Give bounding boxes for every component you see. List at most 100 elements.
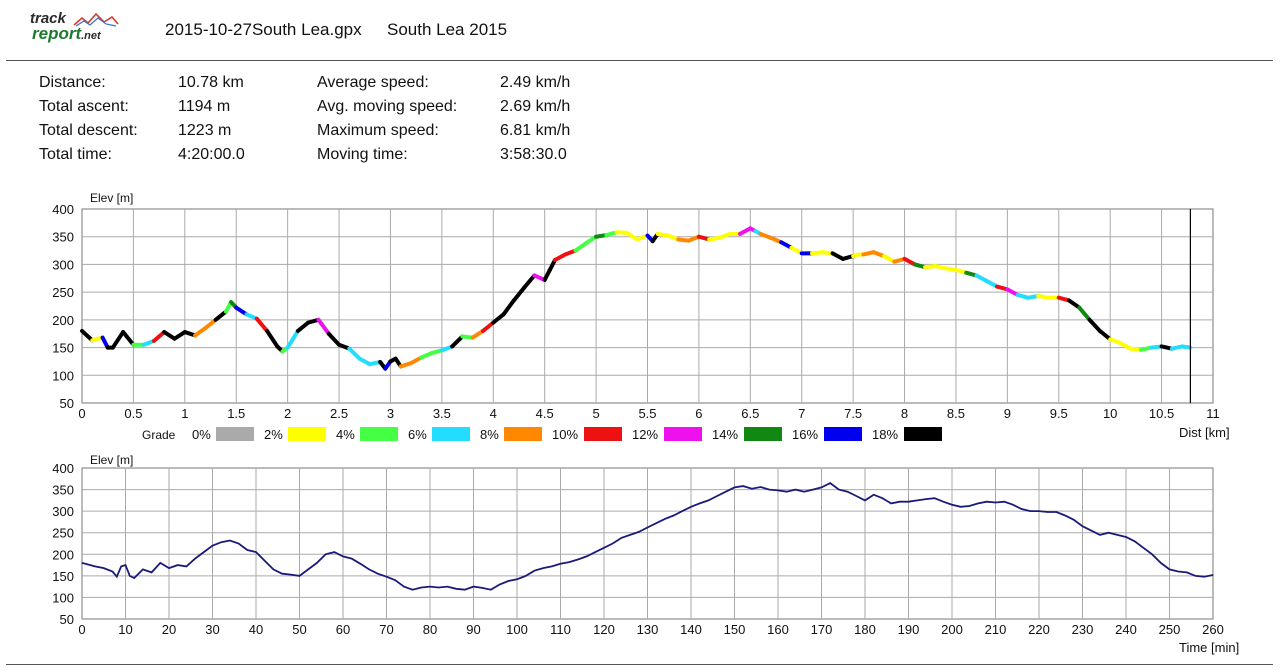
elevation-time-point bbox=[551, 565, 553, 567]
elevation-time-point bbox=[542, 567, 544, 569]
elevation-segment bbox=[501, 298, 516, 317]
grade-legend-swatch bbox=[432, 427, 470, 441]
dist-chart-x-tick-label: 10.5 bbox=[1149, 406, 1174, 421]
elevation-time-point bbox=[1064, 514, 1066, 517]
time-chart-x-tick-label: 110 bbox=[550, 622, 571, 637]
elevation-distance-chart: Elev [m] Dist [km] Grade 0 0.5 1 1.5 2 2.5 3 3.… bbox=[52, 191, 1230, 442]
elevation-time-point bbox=[951, 504, 953, 506]
elevation-time-point bbox=[272, 568, 274, 570]
elevation-time-point bbox=[777, 489, 779, 492]
elevation-time-point bbox=[629, 534, 631, 536]
elevation-time-point bbox=[103, 567, 105, 569]
elevation-time-point bbox=[838, 488, 840, 491]
elevation-time-point bbox=[133, 577, 135, 579]
dist-chart-x-tick-label: 9 bbox=[1004, 406, 1011, 421]
tracklogs-logo[interactable]: track report.net bbox=[28, 10, 124, 44]
elevation-time-point bbox=[1151, 553, 1153, 555]
elevation-time-point bbox=[177, 564, 179, 566]
elevation-time-point bbox=[960, 506, 962, 508]
stat-label-distance: Distance: bbox=[39, 74, 106, 91]
dist-chart-x-tick-label: 6.5 bbox=[741, 406, 759, 421]
elevation-time-chart: Elev [m] Time [min] 0 10 20 30 40 50 60 70 80 90 1… bbox=[52, 453, 1239, 655]
dist-chart-x-tick-label: 7 bbox=[798, 406, 805, 421]
elevation-time-point bbox=[281, 573, 283, 575]
dist-chart-x-tick-label: 10 bbox=[1103, 406, 1117, 421]
elevation-time-point bbox=[638, 531, 640, 533]
logo-text-suffix: .net bbox=[81, 30, 101, 42]
grade-legend-label: 18% bbox=[872, 427, 898, 442]
dist-chart-x-tick-label: 8 bbox=[901, 406, 908, 421]
elevation-segment bbox=[511, 285, 527, 303]
elevation-time-point bbox=[533, 570, 536, 572]
stat-label-descent: Total descent: bbox=[39, 122, 138, 139]
elevation-time-point bbox=[1029, 510, 1031, 512]
elevation-time-point bbox=[594, 551, 596, 553]
elevation-time-point bbox=[803, 491, 805, 493]
elevation-time-point bbox=[359, 563, 361, 565]
elevation-time-point bbox=[298, 575, 301, 577]
time-chart-x-tick-label: 170 bbox=[811, 622, 833, 637]
elevation-time-point bbox=[290, 573, 292, 576]
time-chart-x-tick-label: 230 bbox=[1072, 622, 1094, 637]
stat-value-avg-speed: 2.49 km/h bbox=[500, 74, 571, 91]
time-chart-x-tick-label: 190 bbox=[898, 622, 920, 637]
stat-label-total-time: Total time: bbox=[39, 146, 112, 163]
elevation-segment bbox=[450, 334, 465, 349]
elevation-segment bbox=[151, 330, 167, 343]
elevation-time-point bbox=[768, 488, 770, 491]
elevation-time-point bbox=[185, 565, 187, 567]
elevation-time-point bbox=[438, 586, 440, 589]
time-chart-x-axis-label: Time [min] bbox=[1179, 640, 1239, 655]
dist-chart-x-tick-label: 9.5 bbox=[1050, 406, 1068, 421]
elevation-segment bbox=[80, 328, 95, 343]
elevation-segment bbox=[203, 317, 218, 331]
time-chart-x-tick-label: 140 bbox=[680, 622, 702, 637]
elevation-segment bbox=[491, 312, 506, 325]
elevation-time-point bbox=[820, 486, 823, 489]
elevation-time-point bbox=[1160, 562, 1162, 564]
dist-chart-x-tick-label: 7.5 bbox=[844, 406, 862, 421]
dist-chart-x-tick-label: 1.5 bbox=[227, 406, 245, 421]
elevation-time-point bbox=[142, 568, 144, 570]
grade-legend-swatch bbox=[288, 427, 326, 441]
dist-chart-x-axis-label: Dist [km] bbox=[1179, 425, 1230, 440]
elevation-time-point bbox=[925, 498, 927, 500]
dist-chart-x-tick-label: 0 bbox=[78, 406, 85, 421]
grade-legend-swatch bbox=[584, 427, 622, 441]
grade-legend-label: 0% bbox=[192, 427, 211, 442]
time-chart-x-tick-label: 40 bbox=[249, 622, 263, 637]
stat-label-max-speed: Maximum speed: bbox=[317, 122, 439, 139]
grade-legend-label: 10% bbox=[552, 427, 578, 442]
dist-chart-y-tick-label: 150 bbox=[52, 341, 74, 356]
elevation-time-point bbox=[377, 573, 379, 575]
time-chart-y-tick-label: 100 bbox=[52, 590, 74, 605]
grade-legend-swatch bbox=[504, 427, 542, 441]
elevation-segment bbox=[1097, 328, 1113, 342]
elevation-time-point bbox=[525, 575, 527, 577]
grade-legend-label: 8% bbox=[480, 427, 499, 442]
elevation-time-point bbox=[1142, 547, 1144, 549]
elevation-time-point bbox=[1186, 571, 1188, 574]
elevation-time-point bbox=[812, 488, 814, 491]
time-chart-x-tick-label: 0 bbox=[78, 622, 85, 637]
time-chart-y-tick-label: 300 bbox=[52, 504, 74, 519]
grade-legend-label: 16% bbox=[792, 427, 818, 442]
elevation-segment bbox=[347, 346, 362, 361]
elevation-segment bbox=[110, 330, 126, 350]
elevation-time-point bbox=[733, 486, 736, 489]
elevation-time-point bbox=[873, 494, 875, 496]
elevation-time-point bbox=[120, 565, 122, 567]
elevation-time-point bbox=[385, 576, 388, 578]
elevation-time-point bbox=[1108, 532, 1110, 534]
elevation-time-point bbox=[168, 567, 170, 569]
elevation-time-point bbox=[786, 491, 788, 493]
elevation-segment bbox=[193, 326, 208, 338]
time-chart-x-tick-label: 240 bbox=[1115, 622, 1137, 637]
elevation-time-point bbox=[316, 562, 318, 564]
dist-chart-x-tick-label: 2 bbox=[284, 406, 291, 421]
time-chart-y-tick-label: 250 bbox=[52, 526, 74, 541]
elevation-time-point bbox=[490, 589, 492, 591]
elevation-time-point bbox=[916, 499, 918, 501]
dist-chart-y-tick-label: 50 bbox=[60, 396, 74, 411]
elevation-time-point bbox=[742, 485, 744, 487]
